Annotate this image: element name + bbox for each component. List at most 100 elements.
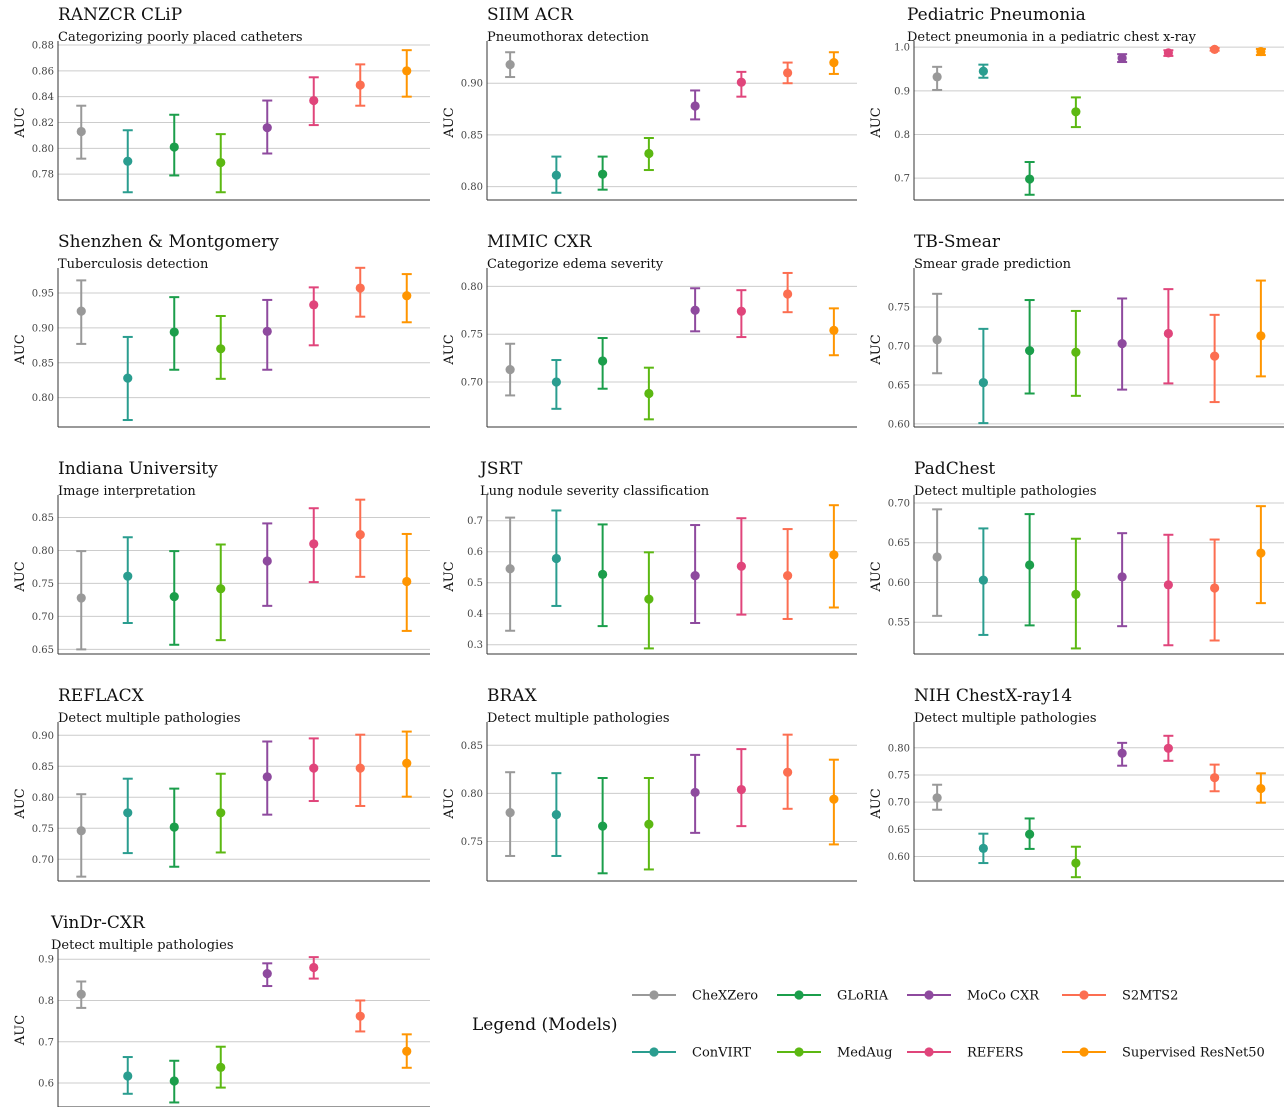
data-point bbox=[1163, 48, 1173, 58]
data-point bbox=[169, 142, 179, 152]
chart-subtitle: Image interpretation bbox=[58, 484, 196, 499]
y-tick-label: 0.8 bbox=[38, 996, 54, 1007]
chart-panel: NIH ChestX-ray14 Detect multiple patholog… bbox=[869, 686, 1284, 882]
chart-panel: MIMIC CXR Categorize edema severity 0.70 0.… bbox=[442, 232, 857, 428]
y-tick-label: 0.84 bbox=[32, 92, 54, 103]
data-point bbox=[309, 539, 319, 549]
data-point bbox=[690, 101, 700, 111]
data-point-group bbox=[736, 289, 747, 339]
data-point bbox=[644, 388, 654, 399]
data-point bbox=[355, 1011, 365, 1021]
data-point bbox=[1025, 346, 1035, 356]
y-tick-label: 0.75 bbox=[32, 579, 54, 590]
y-tick-label: 0.85 bbox=[32, 762, 54, 773]
data-point-group bbox=[262, 522, 273, 607]
data-point-group bbox=[401, 1033, 412, 1069]
data-point-group bbox=[1209, 44, 1220, 54]
data-point bbox=[783, 767, 793, 777]
y-tick-label: 0.70 bbox=[888, 798, 910, 809]
y-tick-label: 0.7 bbox=[467, 516, 483, 527]
data-point-group bbox=[736, 517, 747, 616]
legend-swatch-dot bbox=[794, 990, 804, 1000]
y-axis-label: AUC bbox=[13, 561, 28, 592]
chart-title: JSRT bbox=[478, 459, 523, 479]
y-tick-label: 0.80 bbox=[888, 743, 910, 754]
chart-title: Indiana University bbox=[58, 459, 218, 479]
data-point-group bbox=[1255, 279, 1266, 378]
data-point-group bbox=[505, 516, 516, 632]
data-point bbox=[978, 378, 988, 388]
data-point-group bbox=[169, 113, 180, 177]
data-point bbox=[76, 989, 86, 999]
data-point-group bbox=[308, 76, 319, 127]
legend-item: MedAug bbox=[777, 1046, 892, 1061]
data-point bbox=[644, 148, 654, 159]
data-point-group bbox=[1163, 734, 1174, 762]
data-point-group bbox=[643, 776, 654, 871]
chart-panel: JSRT Lung nodule severity classification 0… bbox=[442, 459, 857, 655]
y-tick-label: 0.60 bbox=[888, 578, 910, 589]
y-tick-label: 0.80 bbox=[461, 282, 483, 293]
data-point-group bbox=[782, 528, 793, 620]
chart-title: NIH ChestX-ray14 bbox=[914, 686, 1072, 706]
legend-swatch-dot bbox=[1079, 990, 1089, 1000]
data-point-group bbox=[215, 543, 226, 642]
y-tick-label: 0.7 bbox=[894, 174, 910, 185]
data-point bbox=[1071, 107, 1081, 117]
data-point bbox=[123, 1071, 133, 1081]
data-point-group bbox=[690, 287, 701, 333]
legend-item: CheXZero bbox=[632, 989, 758, 1004]
y-tick-label: 0.80 bbox=[32, 793, 54, 804]
data-point-group bbox=[262, 99, 273, 155]
data-point bbox=[829, 325, 839, 335]
y-axis-label: AUC bbox=[869, 107, 884, 138]
chart-title: VinDr-CXR bbox=[50, 913, 146, 933]
y-tick-label: 0.85 bbox=[32, 358, 54, 369]
legend-item: Supervised ResNet50 bbox=[1062, 1046, 1265, 1061]
data-point bbox=[1210, 351, 1220, 361]
data-point-group bbox=[401, 532, 412, 632]
data-point bbox=[76, 126, 86, 137]
data-point bbox=[978, 575, 988, 585]
y-tick-label: 0.90 bbox=[32, 323, 54, 334]
chart-title: PadChest bbox=[914, 459, 995, 479]
chart-panel: VinDr-CXR Detect multiple pathologies 0.6 0… bbox=[13, 913, 430, 1107]
y-tick-label: 0.75 bbox=[461, 330, 483, 341]
y-tick-label: 0.70 bbox=[888, 498, 910, 509]
chart-subtitle: Detect pneumonia in a pediatric chest x-… bbox=[907, 30, 1197, 45]
data-point-group bbox=[782, 61, 793, 85]
chart-title: Shenzhen & Montgomery bbox=[58, 232, 279, 252]
y-axis-label: AUC bbox=[442, 107, 457, 138]
data-point-group bbox=[597, 155, 608, 191]
data-point bbox=[1117, 339, 1127, 349]
chart-subtitle: Detect multiple pathologies bbox=[487, 711, 670, 726]
data-point-group bbox=[505, 771, 516, 857]
data-point-group bbox=[1024, 513, 1035, 627]
data-point-group bbox=[1117, 741, 1128, 767]
data-point bbox=[1025, 560, 1035, 570]
data-point bbox=[1163, 328, 1173, 339]
data-point-group bbox=[308, 507, 319, 584]
data-point-group bbox=[76, 104, 87, 160]
data-point-group bbox=[551, 155, 562, 194]
data-point-group bbox=[262, 962, 273, 988]
data-point bbox=[1256, 331, 1266, 341]
y-tick-label: 0.4 bbox=[467, 609, 483, 620]
data-point bbox=[829, 794, 839, 804]
data-point bbox=[783, 68, 793, 78]
data-point-group bbox=[122, 777, 133, 855]
chart-subtitle: Categorize edema severity bbox=[487, 257, 664, 272]
legend-item: ConVIRT bbox=[632, 1046, 751, 1061]
chart-subtitle: Detect multiple pathologies bbox=[51, 938, 234, 953]
data-point bbox=[169, 822, 179, 832]
y-tick-label: 0.85 bbox=[461, 741, 483, 752]
y-tick-label: 0.3 bbox=[467, 640, 483, 651]
y-tick-label: 1.0 bbox=[894, 43, 910, 54]
y-tick-label: 0.70 bbox=[32, 855, 54, 866]
data-point bbox=[736, 561, 746, 571]
legend-label: MedAug bbox=[837, 1046, 892, 1061]
data-point-group bbox=[76, 279, 87, 345]
y-tick-label: 0.80 bbox=[32, 393, 54, 404]
data-point-group bbox=[690, 89, 701, 121]
